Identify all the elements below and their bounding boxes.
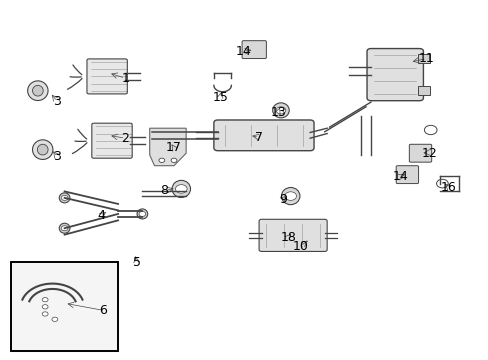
Ellipse shape xyxy=(137,209,147,219)
Ellipse shape xyxy=(28,81,48,100)
Polygon shape xyxy=(11,262,118,351)
Bar xyxy=(417,54,429,63)
Polygon shape xyxy=(300,234,322,246)
Circle shape xyxy=(42,312,48,316)
Text: 17: 17 xyxy=(166,141,182,154)
Text: 12: 12 xyxy=(421,147,436,160)
FancyBboxPatch shape xyxy=(395,166,418,184)
FancyBboxPatch shape xyxy=(92,123,132,158)
Text: 14: 14 xyxy=(235,45,251,58)
FancyBboxPatch shape xyxy=(87,59,127,94)
Text: 4: 4 xyxy=(97,209,105,222)
Circle shape xyxy=(42,297,48,302)
FancyBboxPatch shape xyxy=(408,144,431,162)
Ellipse shape xyxy=(37,144,48,155)
Text: 6: 6 xyxy=(100,304,107,317)
Text: 3: 3 xyxy=(53,95,61,108)
Circle shape xyxy=(159,158,164,162)
Ellipse shape xyxy=(59,223,70,233)
Ellipse shape xyxy=(281,188,299,204)
Text: 7: 7 xyxy=(255,131,263,144)
FancyBboxPatch shape xyxy=(213,120,313,151)
FancyBboxPatch shape xyxy=(242,41,266,59)
Circle shape xyxy=(175,185,187,193)
Circle shape xyxy=(171,158,177,162)
Text: 11: 11 xyxy=(418,52,434,65)
Ellipse shape xyxy=(32,85,43,96)
Text: 18: 18 xyxy=(280,231,296,244)
Bar xyxy=(11,262,118,351)
Circle shape xyxy=(52,317,58,321)
Text: 10: 10 xyxy=(292,240,308,253)
Text: 14: 14 xyxy=(391,170,407,183)
Circle shape xyxy=(436,179,447,188)
Ellipse shape xyxy=(59,193,70,203)
Ellipse shape xyxy=(32,140,53,159)
Text: 3: 3 xyxy=(53,150,61,163)
Circle shape xyxy=(139,211,145,216)
Text: 15: 15 xyxy=(212,91,228,104)
Bar xyxy=(417,86,429,95)
Circle shape xyxy=(61,195,68,201)
Ellipse shape xyxy=(272,103,288,118)
FancyBboxPatch shape xyxy=(259,219,326,251)
Circle shape xyxy=(285,192,296,201)
Text: 1: 1 xyxy=(121,72,129,85)
Polygon shape xyxy=(149,128,186,166)
Circle shape xyxy=(61,226,68,231)
Text: 8: 8 xyxy=(160,184,168,197)
Bar xyxy=(11,262,118,351)
FancyBboxPatch shape xyxy=(366,49,423,101)
Text: 5: 5 xyxy=(132,256,140,269)
Text: 9: 9 xyxy=(279,193,287,206)
Circle shape xyxy=(276,107,285,114)
Text: 16: 16 xyxy=(440,181,456,194)
Text: 2: 2 xyxy=(121,132,129,145)
Circle shape xyxy=(42,305,48,309)
Ellipse shape xyxy=(172,180,190,198)
Text: 13: 13 xyxy=(270,105,286,119)
Circle shape xyxy=(424,125,436,135)
